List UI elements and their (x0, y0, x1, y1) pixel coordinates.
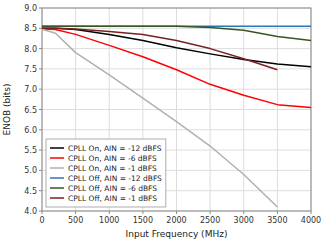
grid-line-y (42, 109, 311, 110)
legend-label: CPLL On, AIN = -12 dBFS (68, 144, 162, 153)
legend-label: CPLL On, AIN = -6 dBFS (68, 154, 157, 163)
tick-label-x: 500 (68, 216, 83, 225)
series-line (42, 26, 311, 40)
tick-label-x: 2000 (166, 216, 186, 225)
tick-x (277, 211, 278, 214)
legend-swatch (50, 147, 64, 149)
tick-x (75, 211, 76, 214)
series-line (42, 29, 277, 207)
series-line (42, 28, 311, 67)
tick-y (39, 150, 42, 151)
y-axis-label: ENOB (bits) (2, 84, 12, 136)
tick-label-y: 9.0 (24, 4, 37, 13)
legend-box (46, 139, 166, 207)
plot-frame (42, 8, 311, 211)
tick-label-x: 2500 (200, 216, 220, 225)
tick-x (210, 211, 211, 214)
tick-label-y: 7.5 (24, 65, 37, 74)
tick-label-y: 8.5 (24, 24, 37, 33)
legend-label: CPLL Off, AIN = -1 dBFS (68, 194, 157, 203)
tick-label-x: 3500 (267, 216, 287, 225)
tick-x (109, 211, 110, 214)
tick-label-y: 6.5 (24, 106, 37, 115)
tick-y (39, 89, 42, 90)
tick-label-x: 1000 (99, 216, 119, 225)
tick-label-y: 8.0 (24, 45, 37, 54)
tick-y (39, 211, 42, 212)
series-line (42, 28, 277, 69)
legend-swatch (50, 177, 64, 179)
tick-x (142, 211, 143, 214)
grid-line-y (42, 89, 311, 90)
tick-y (39, 48, 42, 49)
legend-label: CPLL Off, AIN = -6 dBFS (68, 184, 157, 193)
legend-label: CPLL On, AIN = -1 dBFS (68, 164, 157, 173)
x-axis-label: Input Frequency (MHz) (126, 229, 228, 239)
lines (42, 26, 311, 207)
tick-x (243, 211, 244, 214)
tick-label-x: 1500 (133, 216, 153, 225)
legend: CPLL On, AIN = -12 dBFSCPLL On, AIN = -6… (46, 139, 166, 207)
tick-label-y: 4.5 (24, 187, 37, 196)
tick-y (39, 129, 42, 130)
tick-label-y: 5.5 (24, 146, 37, 155)
tick-y (39, 28, 42, 29)
legend-label: CPLL Off, AIN = -12 dBFS (68, 174, 162, 183)
tick-label-y: 6.0 (24, 126, 37, 135)
tick-label-y: 5.0 (24, 166, 37, 175)
tick-y (39, 68, 42, 69)
tick-x (311, 211, 312, 214)
chart: 0 500 1000 1500 2000 2500 3000 3500 4000 4.0 4.5 5.… (0, 0, 325, 243)
tick-y (39, 109, 42, 110)
tick-y (39, 170, 42, 171)
series-line (42, 29, 311, 107)
tick-label-x: 4000 (301, 216, 321, 225)
legend-swatch (50, 187, 64, 189)
legend-swatch (50, 167, 64, 169)
grid-line-y (42, 129, 311, 130)
tick-label-x: 3000 (234, 216, 254, 225)
tick-label-y: 4.0 (24, 207, 37, 216)
tick-x (176, 211, 177, 214)
background (0, 0, 325, 243)
legend-swatch (50, 157, 64, 159)
tick-label-x: 0 (39, 216, 44, 225)
grid-line-y (42, 28, 311, 29)
tick-label-y: 7.0 (24, 85, 37, 94)
grid (42, 8, 311, 211)
tick-y (39, 8, 42, 9)
tick-y (39, 190, 42, 191)
axes: 0 500 1000 1500 2000 2500 3000 3500 4000 4.0 4.5 5.… (24, 4, 321, 225)
legend-swatch (50, 197, 64, 199)
